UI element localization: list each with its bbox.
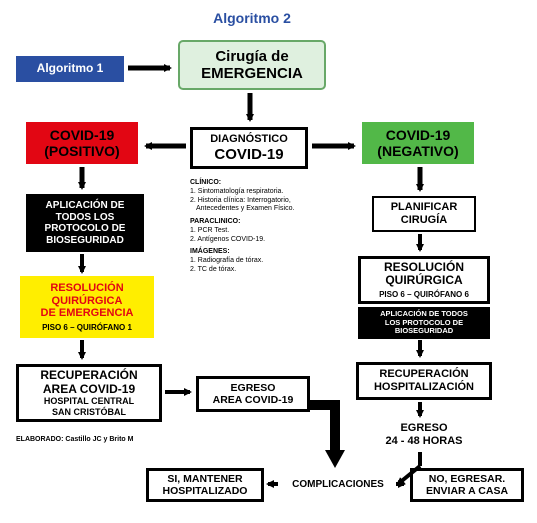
l1: RECUPERACIÓN: [40, 369, 137, 383]
l2: ENVIAR A CASA: [426, 485, 508, 497]
l3: HOSPITAL CENTRAL: [44, 396, 134, 406]
details-clinico: CLÍNICO: 1. Sintomatología respiratoria.…: [190, 175, 310, 275]
node-resolucion-emergencia: RESOLUCIÓN QUIRÚRGICA DE EMERGENCIA PISO…: [20, 276, 154, 338]
l2: CIRUGÍA: [401, 214, 447, 227]
l3: DE EMERGENCIA: [41, 307, 134, 320]
node-covid-negativo: COVID-19 (NEGATIVO): [362, 122, 474, 164]
node-egreso-24-48: EGRESO 24 - 48 HORAS: [374, 420, 474, 450]
sub: PISO 6 – QUIRÓFANO 1: [42, 323, 132, 332]
hdr: IMÁGENES:: [190, 248, 310, 257]
l1: EGRESO: [231, 382, 276, 394]
l3: PROTOCOLO DE: [45, 223, 126, 235]
l2: 24 - 48 HORAS: [385, 435, 462, 448]
line1: DIAGNÓSTICO: [210, 133, 288, 146]
line1: Cirugía de: [215, 48, 288, 65]
it: 1. Radiografía de tórax.: [196, 257, 310, 266]
l2: AREA COVID-19: [213, 394, 294, 406]
l1: EGRESO: [400, 422, 447, 435]
node-resolucion-negativo: RESOLUCIÓN QUIRÚRGICA PISO 6 – QUIRÓFANO…: [358, 256, 490, 304]
line2: (NEGATIVO): [377, 143, 458, 159]
it: 2. Antígenos COVID-19.: [196, 236, 310, 245]
l1: NO, EGRESAR.: [429, 473, 505, 485]
node-algoritmo1: Algoritmo 1: [16, 56, 124, 82]
line2: EMERGENCIA: [201, 65, 303, 82]
l1: APLICACIÓN DE: [46, 200, 125, 212]
credits: ELABORADO: Castillo JC y Brito M: [16, 436, 133, 443]
l2: AREA COVID-19: [43, 383, 135, 397]
sub: PISO 6 – QUIRÓFANO 6: [379, 290, 469, 299]
l3: BIOSEGURIDAD: [395, 327, 453, 336]
l1: SI, MANTENER: [167, 473, 242, 485]
node-covid-positivo: COVID-19 (POSITIVO): [26, 122, 138, 164]
node-complicaciones: COMPLICACIONES: [280, 476, 396, 494]
line2: (POSITIVO): [44, 143, 119, 159]
node-bioseguridad-positivo: APLICACIÓN DE TODOS LOS PROTOCOLO DE BIO…: [26, 194, 144, 252]
l1: RESOLUCIÓN: [50, 282, 123, 295]
node-recuperacion-hospitalizacion: RECUPERACIÓN HOSPITALIZACIÓN: [356, 362, 492, 400]
title: Algoritmo 2: [178, 8, 326, 28]
line2: COVID-19: [214, 146, 283, 163]
node-diagnostico-covid: DIAGNÓSTICO COVID-19: [190, 127, 308, 169]
line1: COVID-19: [50, 127, 115, 143]
node-cirugia-emergencia: Cirugía de EMERGENCIA: [178, 40, 326, 90]
node-bioseguridad-negativo: APLICACIÓN DE TODOS LOS PROTOCOLO DE BIO…: [358, 307, 490, 339]
l4: SAN CRISTÓBAL: [52, 407, 126, 417]
l2: QUIRÚRGICA: [52, 295, 123, 308]
node-planificar-cirugia: PLANIFICAR CIRUGÍA: [372, 196, 476, 232]
l1: PLANIFICAR: [391, 201, 458, 214]
l2: TODOS LOS: [56, 212, 115, 224]
l2: QUIRÚRGICA: [385, 274, 462, 288]
it: 2. TC de tórax.: [196, 266, 310, 275]
hdr: PARACLINICO:: [190, 218, 310, 227]
l4: BIOSEGURIDAD: [46, 235, 124, 247]
label: Algoritmo 1: [37, 62, 104, 76]
l2: HOSPITALIZADO: [163, 485, 248, 497]
it: 2. Historia clínica: Interrogatorio, Ant…: [196, 197, 310, 215]
it: 1. PCR Test.: [196, 227, 310, 236]
hdr: CLÍNICO:: [190, 179, 310, 188]
node-mantener-hospitalizado: SI, MANTENER HOSPITALIZADO: [146, 468, 264, 502]
it: 1. Sintomatología respiratoria.: [196, 188, 310, 197]
line1: COVID-19: [386, 127, 451, 143]
l2: HOSPITALIZACIÓN: [374, 381, 474, 394]
l1: RECUPERACIÓN: [379, 368, 468, 381]
node-recuperacion-covid: RECUPERACIÓN AREA COVID-19 HOSPITAL CENT…: [16, 364, 162, 422]
label: COMPLICACIONES: [292, 479, 384, 491]
node-egresar-casa: NO, EGRESAR. ENVIAR A CASA: [410, 468, 524, 502]
node-egreso-covid: EGRESO AREA COVID-19: [196, 376, 310, 412]
